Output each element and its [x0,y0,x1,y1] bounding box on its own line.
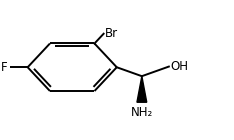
Text: OH: OH [170,60,188,73]
Text: Br: Br [105,27,118,40]
Text: F: F [1,61,7,74]
Text: NH₂: NH₂ [131,106,153,119]
Polygon shape [137,76,147,102]
